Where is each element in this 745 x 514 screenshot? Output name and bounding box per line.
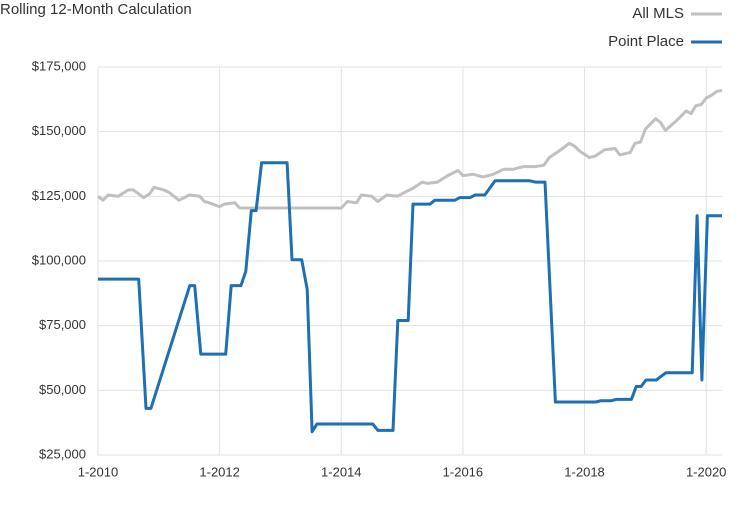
y-tick-label: $25,000 <box>39 446 86 461</box>
legend-label: Point Place <box>608 33 684 50</box>
x-tick-label: 1-2014 <box>321 464 361 479</box>
y-tick-label: $125,000 <box>32 188 86 203</box>
x-tick-label: 1-2012 <box>199 464 239 479</box>
line-series <box>97 88 723 210</box>
x-tick-label: 1-2020 <box>686 464 726 479</box>
y-tick-label: $175,000 <box>32 58 86 73</box>
y-tick-label: $75,000 <box>39 317 86 332</box>
x-tick-label: 1-2016 <box>443 464 483 479</box>
y-tick-label: $100,000 <box>32 252 86 267</box>
x-tick-label: 1-2010 <box>78 464 118 479</box>
y-tick-label: $150,000 <box>32 123 86 138</box>
x-tick-label: 1-2018 <box>564 464 604 479</box>
chart-title: Rolling 12-Month Calculation <box>0 1 192 18</box>
line-series <box>98 161 722 434</box>
legend-label: All MLS <box>632 5 684 22</box>
y-tick-label: $50,000 <box>39 382 86 397</box>
